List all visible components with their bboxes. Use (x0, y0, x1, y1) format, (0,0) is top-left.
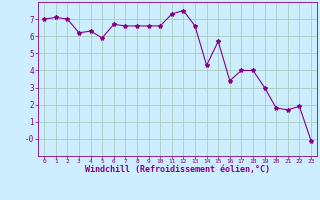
X-axis label: Windchill (Refroidissement éolien,°C): Windchill (Refroidissement éolien,°C) (85, 165, 270, 174)
